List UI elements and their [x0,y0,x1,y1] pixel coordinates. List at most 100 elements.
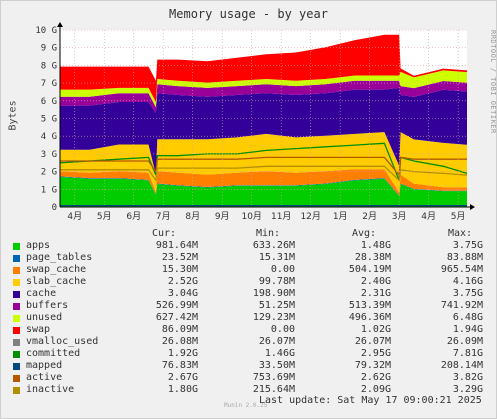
memory-area-chart: 0 1 G 2 G 3 G 4 G 5 G 6 G 7 G 8 G 9 G 10 G 4月 5月 6月 7月… [35,22,475,222]
x-tick-label: 3月 [392,211,407,222]
legend-value-cur: 23.52M [161,252,198,263]
legend-swatch [13,339,20,346]
x-axis-arrow [470,204,475,210]
y-tick-label: 9 G [41,44,57,54]
legend-value-min: 99.78M [258,276,295,287]
y-tick-label: 10 G [35,26,57,36]
legend-value-avg: 2.62G [360,372,391,383]
legend-value-cur: 2.67G [167,372,198,383]
munin-version: Munin 2.0.25 [224,402,268,409]
legend-value-max: 6.48G [452,312,483,323]
legend-value-max: 4.16G [452,276,483,287]
y-tick-label: 3 G [41,150,57,160]
legend-value-max: 26.09M [446,336,483,347]
legend-value-max: 208.14M [440,360,483,371]
legend-value-max: 3.82G [452,372,483,383]
legend-value-max: 741.92M [440,300,483,311]
y-tick-label: 8 G [41,61,57,71]
y-tick-label: 1 G [41,185,57,195]
x-tick-label: 1月 [333,211,348,222]
legend-row-apps: apps 981.64M 633.26M 1.48G 3.75G [0,240,497,252]
legend-row-committed: committed 1.92G 1.46G 2.95G 7.81G [0,348,497,360]
y-tick-label: 5 G [41,115,57,125]
legend-value-max: 3.75G [452,288,483,299]
x-tick-label: 11月 [271,211,291,222]
legend-row-cache: cache 3.04G 198.90M 2.31G 3.75G [0,288,497,300]
legend-value-avg: 504.19M [348,264,391,275]
x-tick-label: 4月 [421,211,436,222]
legend-swatch [13,291,20,298]
legend-value-cur: 2.52G [167,276,198,287]
legend-row-slab-cache: slab_cache 2.52G 99.78M 2.40G 4.16G [0,276,497,288]
legend-value-cur: 86.09M [161,324,198,335]
legend-row-swap-cache: swap_cache 15.30M 0.00 504.19M 965.54M [0,264,497,276]
legend-label: swap_cache [26,264,87,275]
legend-value-min: 0.00 [270,264,295,275]
legend-row-buffers: buffers 526.99M 51.25M 513.39M 741.92M [0,300,497,312]
legend-label: page_tables [26,252,93,263]
legend-value-avg: 1.48G [360,240,391,251]
legend-row-page-tables: page_tables 23.52M 15.31M 28.38M 83.88M [0,252,497,264]
y-tick-label: 6 G [41,97,57,107]
area-apps [60,176,467,207]
line-active [60,156,467,177]
legend-swatch [13,243,20,250]
y-tick-label: 4 G [41,132,57,142]
legend-swatch [13,351,20,358]
legend-label: unused [26,312,63,323]
legend-label: committed [26,348,81,359]
x-tick-label: 5月 [97,211,112,222]
legend-header-min: Min: [256,228,281,239]
legend-value-max: 3.29G [452,384,483,395]
legend-value-cur: 981.64M [155,240,198,251]
legend-value-min: 215.64M [252,384,295,395]
y-tick-label: 7 G [41,79,57,89]
legend-swatch [13,303,20,310]
legend-value-cur: 1.92G [167,348,198,359]
legend-value-max: 7.81G [452,348,483,359]
legend-row-vmalloc-used: vmalloc_used 26.08M 26.07M 26.07M 26.09M [0,336,497,348]
y-axis-arrow [57,22,63,27]
legend-swatch [13,363,20,370]
legend-label: cache [26,288,57,299]
area-swap [60,34,467,102]
legend-swatch [13,267,20,274]
legend-swatch [13,279,20,286]
legend-value-avg: 1.02G [360,324,391,335]
legend-value-min: 15.31M [258,252,295,263]
legend-value-max: 3.75G [452,240,483,251]
legend-swatch [13,315,20,322]
x-tick-label: 6月 [126,211,141,222]
rrdtool-watermark: RRDTOOL / TOBI OETIKER [489,30,497,134]
legend-value-max: 83.88M [446,252,483,263]
x-tick-label: 5月 [451,211,466,222]
x-tick-label: 12月 [300,211,320,222]
legend-value-avg: 2.09G [360,384,391,395]
legend-swatch [13,255,20,262]
legend-value-cur: 526.99M [155,300,198,311]
legend-label: active [26,372,63,383]
legend-value-cur: 15.30M [161,264,198,275]
legend-value-avg: 513.39M [348,300,391,311]
legend-value-cur: 3.04G [167,288,198,299]
y-tick-label: 2 G [41,168,57,178]
area-unused [60,70,467,108]
legend-row-inactive: inactive 1.80G 215.64M 2.09G 3.29G [0,384,497,396]
legend-header-max: Max: [448,228,473,239]
legend-value-min: 0.00 [270,324,295,335]
legend-label: slab_cache [26,276,87,287]
legend-swatch [13,327,20,334]
chart-title: Memory usage - by year [169,7,328,21]
legend-value-max: 1.94G [452,324,483,335]
legend-value-avg: 28.38M [354,252,391,263]
area-swap-cache [60,169,467,196]
legend-value-avg: 496.36M [348,312,391,323]
legend-value-cur: 1.80G [167,384,198,395]
legend-row-swap: swap 86.09M 0.00 1.02G 1.94G [0,324,497,336]
legend-row-active: active 2.67G 753.69M 2.62G 3.82G [0,372,497,384]
legend-value-min: 33.50M [258,360,295,371]
legend-value-avg: 2.40G [360,276,391,287]
line-inactive [60,165,468,183]
legend-value-cur: 26.08M [161,336,198,347]
legend-swatch [13,375,20,382]
